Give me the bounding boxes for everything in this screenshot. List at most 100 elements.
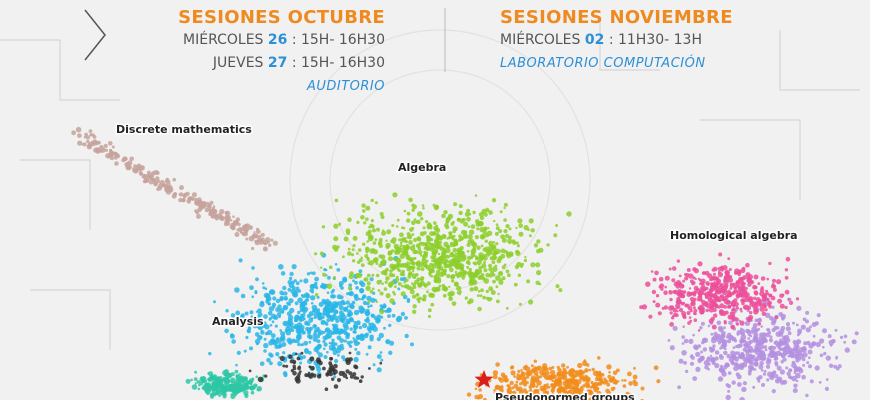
dot: [277, 344, 282, 349]
dot: [447, 260, 451, 264]
dot: [522, 378, 527, 383]
dot: [277, 339, 282, 344]
october-sessions: SESIONES OCTUBRE MIÉRCOLES 26 : 15H- 16H…: [178, 6, 385, 98]
dot: [420, 267, 425, 272]
dot: [328, 345, 332, 348]
dot: [717, 272, 724, 278]
dot: [361, 203, 366, 208]
dot: [495, 248, 501, 254]
dot: [510, 370, 516, 376]
dot: [282, 285, 287, 291]
dot: [716, 320, 722, 326]
dot: [613, 380, 618, 385]
dot: [718, 366, 725, 373]
dot: [482, 235, 486, 239]
dot: [265, 237, 271, 243]
dot: [692, 333, 695, 337]
dot: [199, 201, 203, 205]
dot: [236, 350, 241, 355]
dot: [819, 353, 824, 358]
dot: [802, 363, 806, 367]
dot: [191, 384, 198, 390]
dot: [515, 226, 518, 230]
dot: [389, 298, 395, 304]
dot: [328, 371, 334, 377]
dot: [768, 338, 774, 343]
dot: [524, 364, 528, 368]
dot: [445, 225, 450, 230]
day: JUEVES: [212, 55, 264, 71]
dot: [483, 268, 488, 273]
dot: [684, 303, 688, 308]
dot: [492, 266, 498, 272]
dot: [269, 316, 273, 320]
dot: [408, 197, 413, 203]
dot: [784, 305, 788, 310]
dot: [282, 351, 286, 355]
dot: [477, 393, 483, 400]
dot: [675, 303, 681, 309]
dot: [378, 243, 383, 249]
dot: [495, 223, 499, 227]
dot: [364, 254, 369, 258]
dot: [562, 380, 568, 386]
dot: [156, 187, 160, 191]
dot: [756, 304, 759, 308]
dot: [772, 370, 777, 375]
dot: [448, 231, 452, 235]
dot: [735, 280, 742, 286]
dot: [238, 258, 243, 263]
dot: [371, 273, 375, 277]
dot: [196, 380, 201, 384]
dot: [314, 293, 319, 297]
dot: [678, 358, 684, 364]
dot: [261, 282, 265, 285]
dot: [526, 279, 531, 284]
dot: [701, 283, 705, 288]
dot: [682, 279, 686, 283]
dot: [741, 332, 746, 336]
dot: [422, 226, 426, 230]
dot: [736, 322, 739, 326]
dot: [271, 302, 277, 307]
dot: [423, 231, 427, 235]
dot: [754, 291, 759, 296]
dot: [312, 336, 318, 342]
dot: [390, 249, 395, 253]
dot: [500, 234, 505, 240]
dot: [422, 206, 425, 210]
dot: [452, 254, 456, 258]
dot: [530, 228, 535, 233]
dot: [789, 376, 793, 380]
dot: [803, 341, 808, 346]
dot: [368, 260, 374, 266]
dot: [700, 321, 705, 326]
dot: [256, 315, 261, 320]
dot: [234, 287, 240, 293]
dot: [448, 285, 451, 289]
dot: [664, 275, 670, 281]
dot: [420, 254, 423, 257]
dot: [278, 264, 284, 270]
dot: [467, 270, 473, 277]
dot: [612, 386, 616, 390]
dot: [548, 366, 553, 371]
dot: [434, 240, 439, 245]
dot: [412, 269, 415, 273]
dot: [420, 276, 425, 281]
dot: [723, 350, 728, 356]
dot: [317, 331, 322, 336]
dot: [740, 282, 745, 286]
dot: [688, 273, 694, 279]
dot: [583, 397, 587, 400]
dot: [279, 355, 285, 361]
dot: [380, 215, 385, 220]
dot: [306, 298, 310, 302]
dot: [426, 281, 431, 286]
dot: [328, 341, 331, 345]
dot: [234, 384, 239, 389]
dot: [438, 284, 442, 288]
dot: [400, 284, 404, 288]
dot: [407, 275, 412, 279]
dot: [388, 323, 392, 328]
